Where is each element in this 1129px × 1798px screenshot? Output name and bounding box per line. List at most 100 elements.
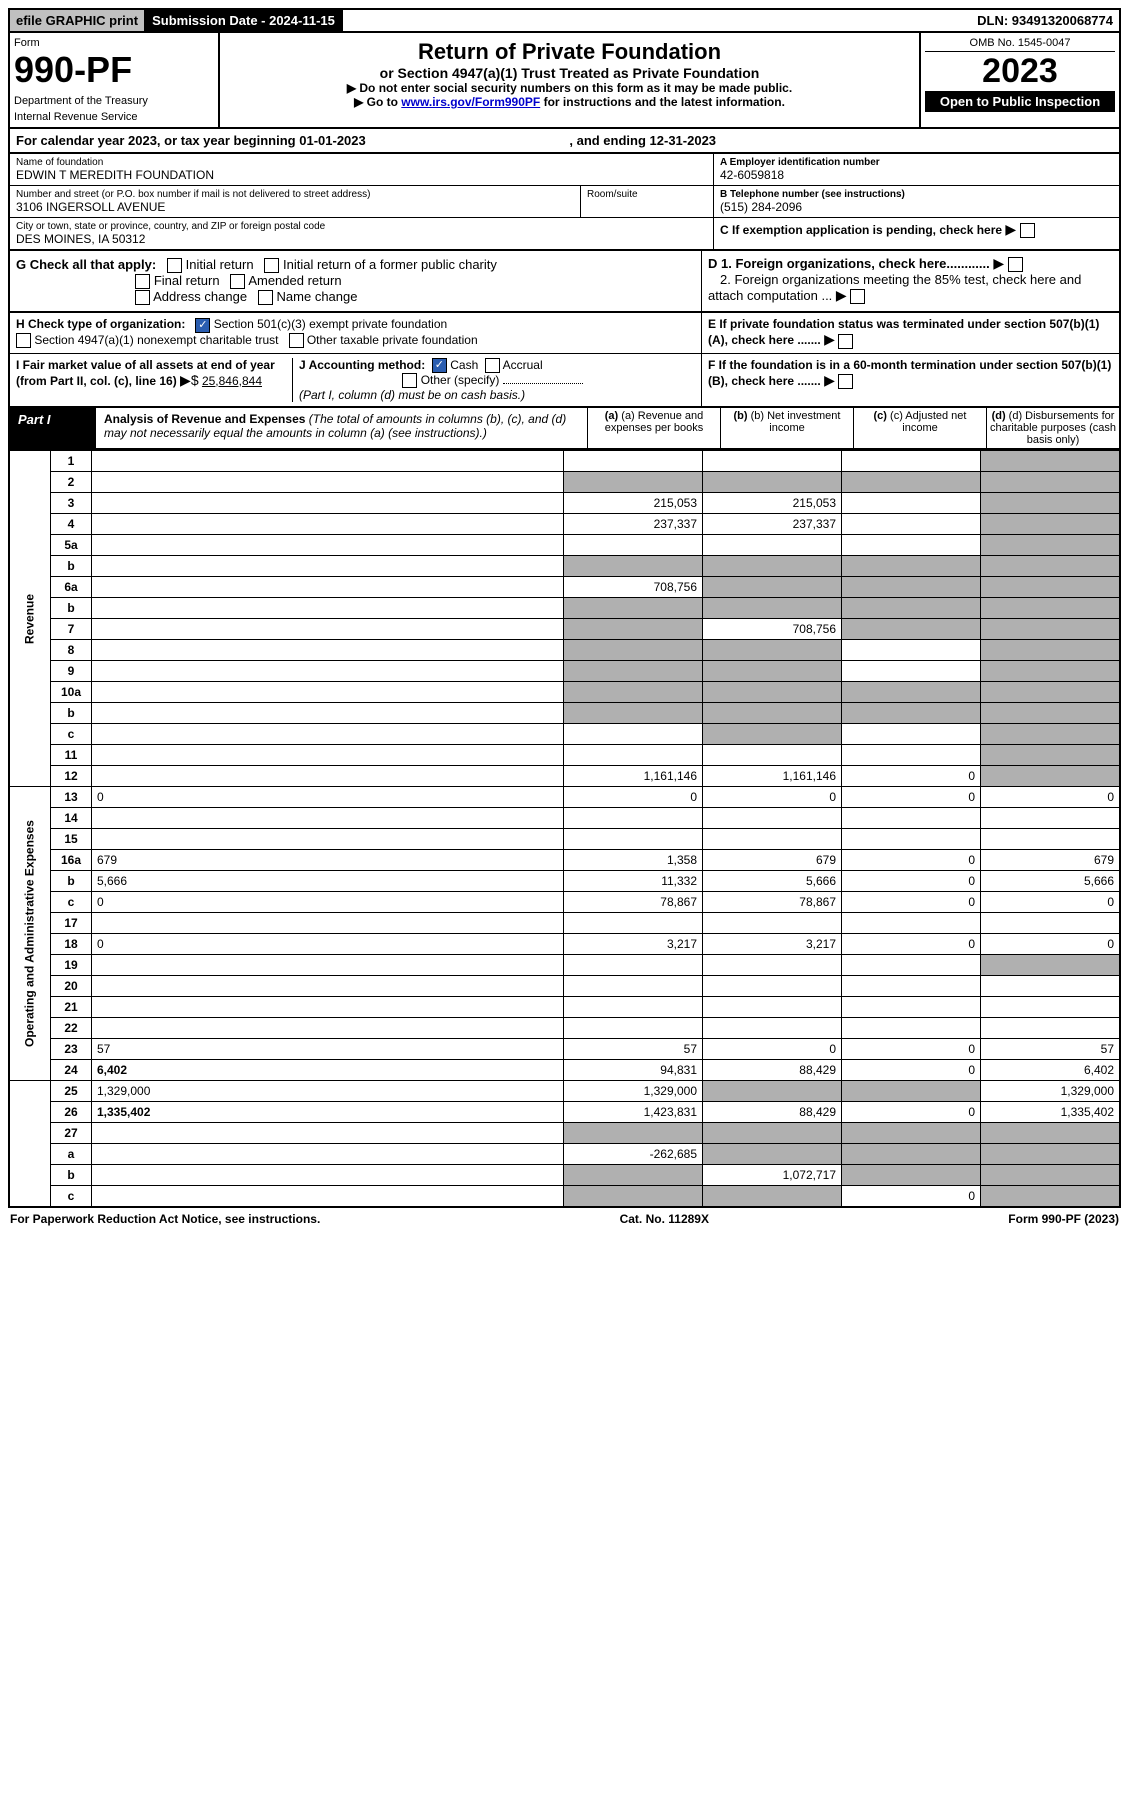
g-addr-chk[interactable] (135, 290, 150, 305)
cell-c (842, 724, 981, 745)
h-opt1: Section 4947(a)(1) nonexempt charitable … (34, 333, 278, 347)
line-desc (92, 619, 564, 640)
g-amended-chk[interactable] (230, 274, 245, 289)
d2-chk[interactable] (850, 289, 865, 304)
cell-c: 0 (842, 1186, 981, 1208)
cell-a (564, 955, 703, 976)
arrow-icon: ▶ (824, 331, 835, 347)
g-initial-chk[interactable] (167, 258, 182, 273)
line-num: 27 (51, 1123, 92, 1144)
cell-c (842, 472, 981, 493)
cell-a: 1,161,146 (564, 766, 703, 787)
f-chk[interactable] (838, 374, 853, 389)
j-cash-chk[interactable]: ✓ (432, 358, 447, 373)
cell-c: 0 (842, 1102, 981, 1123)
g-d-row: G Check all that apply: Initial return I… (8, 251, 1121, 313)
line-desc (92, 451, 564, 472)
line-num: 13 (51, 787, 92, 808)
cell-a: 78,867 (564, 892, 703, 913)
instr1: ▶ Do not enter social security numbers o… (226, 81, 913, 95)
line-num: 11 (51, 745, 92, 766)
cell-b (703, 955, 842, 976)
cell-a (564, 1165, 703, 1186)
cell-d (981, 472, 1121, 493)
cell-b (703, 640, 842, 661)
cell-d (981, 1018, 1121, 1039)
j-cash: Cash (450, 358, 478, 372)
g-initial-former-chk[interactable] (264, 258, 279, 273)
cell-b (703, 703, 842, 724)
header-center: Return of Private Foundation or Section … (220, 33, 921, 127)
cell-d (981, 1165, 1121, 1186)
c-checkbox[interactable] (1020, 223, 1035, 238)
cell-a (564, 913, 703, 934)
g-final-chk[interactable] (135, 274, 150, 289)
cell-c: 0 (842, 766, 981, 787)
cell-b (703, 745, 842, 766)
cy-end: 12-31-2023 (650, 133, 717, 148)
g-name-chk[interactable] (258, 290, 273, 305)
footer-left: For Paperwork Reduction Act Notice, see … (10, 1212, 320, 1226)
arrow-icon: ▶ (824, 372, 835, 388)
cell-d (981, 598, 1121, 619)
cell-d: 0 (981, 892, 1121, 913)
cell-c (842, 997, 981, 1018)
cell-c (842, 640, 981, 661)
cell-d (981, 640, 1121, 661)
h-label: H Check type of organization: (16, 317, 185, 331)
cell-c (842, 1018, 981, 1039)
cell-a (564, 682, 703, 703)
line-desc (92, 1018, 564, 1039)
cell-d: 1,329,000 (981, 1081, 1121, 1102)
cell-b (703, 472, 842, 493)
telephone: (515) 284-2096 (720, 200, 1113, 214)
cell-b: 5,666 (703, 871, 842, 892)
cell-b (703, 535, 842, 556)
entity-block: Name of foundation EDWIN T MEREDITH FOUN… (8, 154, 1121, 251)
j-other-chk[interactable] (402, 373, 417, 388)
efile-button[interactable]: efile GRAPHIC print (10, 10, 146, 31)
h-other-chk[interactable] (289, 333, 304, 348)
j-note: (Part I, column (d) must be on cash basi… (299, 388, 525, 402)
j-accrual-chk[interactable] (485, 358, 500, 373)
line-desc (92, 598, 564, 619)
d1-chk[interactable] (1008, 257, 1023, 272)
cell-b (703, 1081, 842, 1102)
line-num: 7 (51, 619, 92, 640)
cell-b (703, 829, 842, 850)
line-num: 20 (51, 976, 92, 997)
cell-d (981, 514, 1121, 535)
h-4947-chk[interactable] (16, 333, 31, 348)
cell-b (703, 997, 842, 1018)
cell-d: 5,666 (981, 871, 1121, 892)
h-501c3-chk[interactable]: ✓ (195, 318, 210, 333)
footer-right: Form 990-PF (2023) (1008, 1212, 1119, 1226)
cell-b: 0 (703, 1039, 842, 1060)
cell-a: 708,756 (564, 577, 703, 598)
cell-b: 1,072,717 (703, 1165, 842, 1186)
cell-a: 237,337 (564, 514, 703, 535)
cell-d (981, 535, 1121, 556)
line-num: c (51, 724, 92, 745)
line-num: 25 (51, 1081, 92, 1102)
cell-a (564, 640, 703, 661)
cell-a (564, 976, 703, 997)
g-opt1: Initial return of a former public charit… (283, 257, 497, 272)
dept1: Department of the Treasury (14, 95, 214, 107)
i-j-f-row: I Fair market value of all assets at end… (8, 354, 1121, 409)
irs-link[interactable]: www.irs.gov/Form990PF (401, 95, 540, 109)
line-desc: 0 (92, 787, 564, 808)
line-desc: 5,666 (92, 871, 564, 892)
line-desc (92, 1123, 564, 1144)
cell-c: 0 (842, 1039, 981, 1060)
e-chk[interactable] (838, 334, 853, 349)
line-desc (92, 724, 564, 745)
g-opt5: Name change (277, 289, 358, 304)
cell-d (981, 745, 1121, 766)
cell-d (981, 703, 1121, 724)
col-b-hdr: (b) (b) Net investment income (721, 408, 854, 448)
cell-d (981, 808, 1121, 829)
cell-c (842, 619, 981, 640)
cell-c: 0 (842, 787, 981, 808)
col-c-hdr: (c) (c) Adjusted net income (854, 408, 987, 448)
